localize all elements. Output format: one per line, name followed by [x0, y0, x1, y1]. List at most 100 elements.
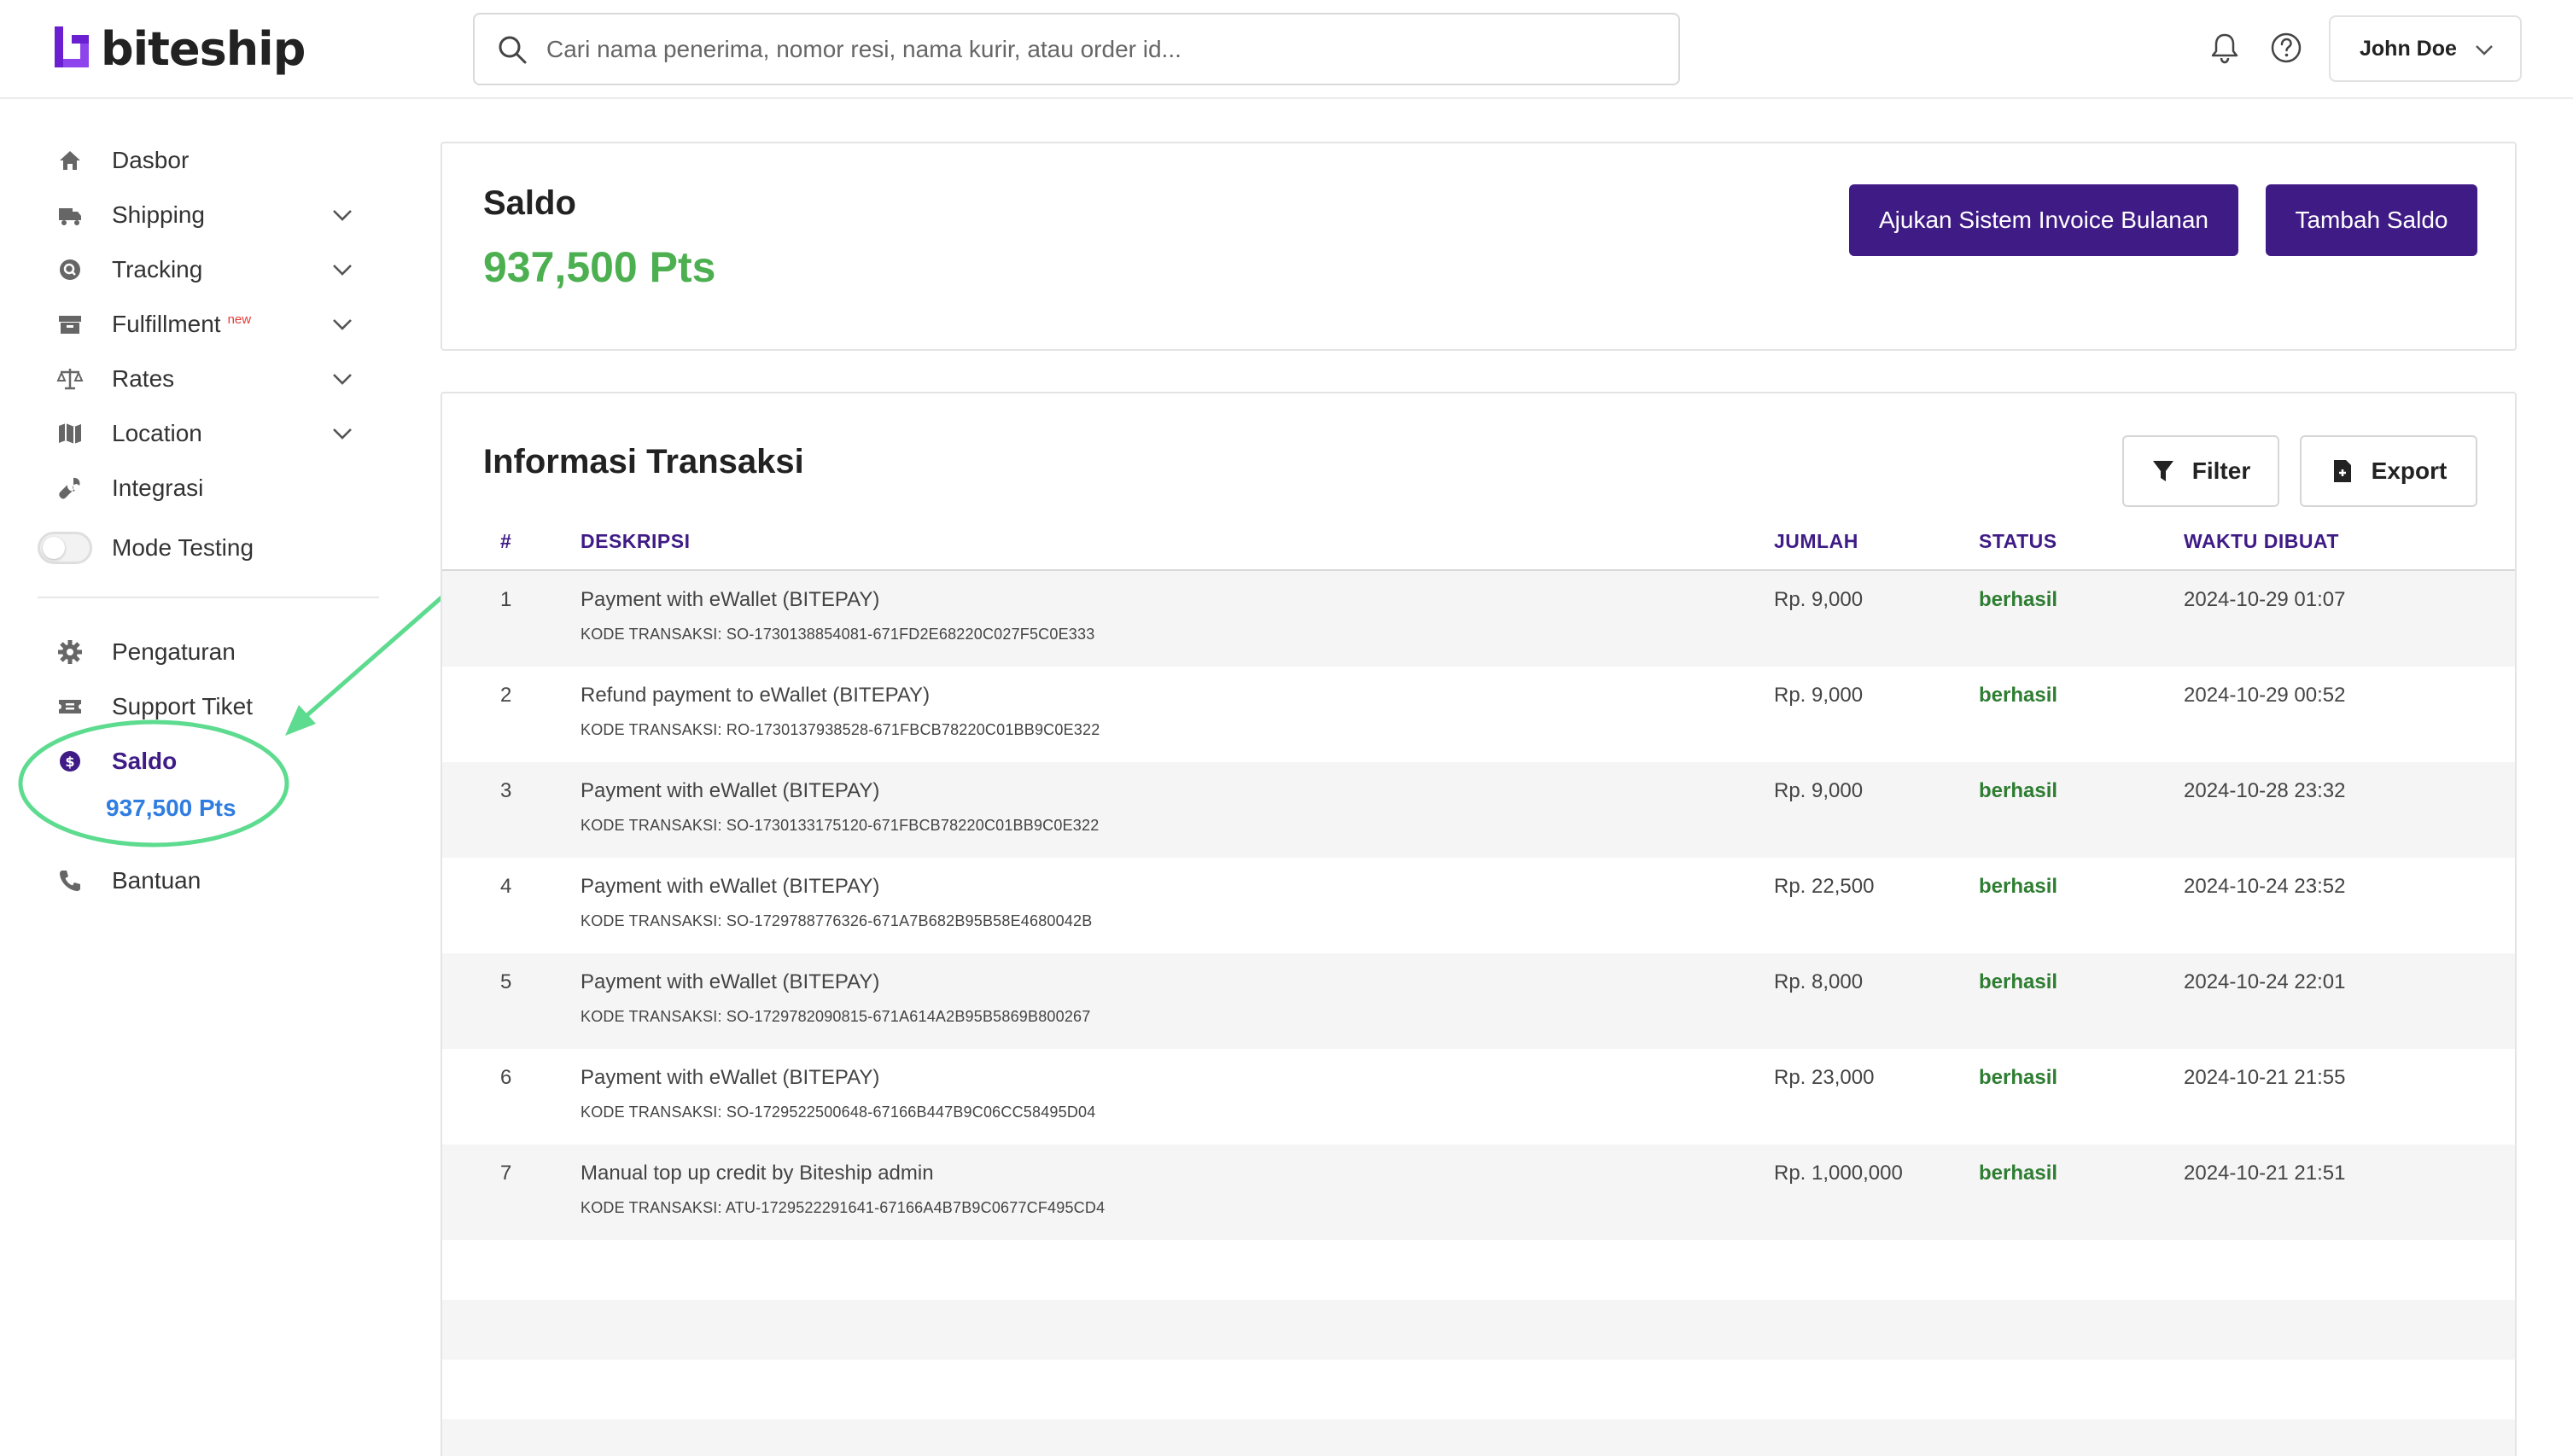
row-description: Payment with eWallet (BITEPAY)	[581, 779, 880, 802]
search-bar[interactable]	[473, 13, 1680, 85]
empty-table-row	[442, 1419, 2515, 1456]
archive-icon	[59, 316, 81, 334]
table-row[interactable]: 6 Payment with eWallet (BITEPAY) KODE TR…	[442, 1049, 2515, 1144]
dollar-icon: $	[60, 751, 80, 772]
scale-icon	[56, 369, 84, 390]
table-row[interactable]: 1 Payment with eWallet (BITEPAY) KODE TR…	[442, 571, 2515, 667]
wrench-icon	[59, 477, 80, 499]
column-header-created-time: WAKTU DIBUAT	[2184, 530, 2339, 552]
truck-icon	[59, 208, 81, 225]
sidebar-item-label: Dasbor	[112, 147, 190, 173]
search-input[interactable]	[546, 35, 1656, 63]
table-row[interactable]: 5 Payment with eWallet (BITEPAY) KODE TR…	[442, 953, 2515, 1049]
empty-table-row	[442, 1240, 2515, 1300]
row-number: 1	[500, 588, 512, 611]
row-status: berhasil	[1979, 1162, 2058, 1185]
chevron-down-icon[interactable]	[331, 371, 353, 387]
add-balance-button[interactable]: Tambah Saldo	[2266, 184, 2477, 256]
table-row[interactable]: 3 Payment with eWallet (BITEPAY) KODE TR…	[442, 762, 2515, 858]
row-created-time: 2024-10-24 23:52	[2184, 875, 2346, 898]
sidebar-item-label: Support Tiket	[112, 693, 253, 719]
transactions-card: Informasi Transaksi Filter Export # DESK…	[441, 392, 2517, 1456]
row-amount: Rp. 22,500	[1774, 875, 1875, 898]
chevron-down-icon[interactable]	[331, 262, 353, 277]
sidebar-item-rates[interactable]: Rates	[0, 353, 384, 405]
ticket-icon	[59, 700, 81, 713]
sidebar-item-label: Integrasi	[112, 475, 204, 501]
column-header-amount: JUMLAH	[1774, 530, 1858, 552]
row-transaction-code: KODE TRANSAKSI: RO-1730137938528-671FBCB…	[581, 721, 1100, 738]
row-description: Payment with eWallet (BITEPAY)	[581, 970, 880, 993]
user-menu-button[interactable]: John Doe	[2329, 15, 2522, 82]
row-amount: Rp. 9,000	[1774, 588, 1864, 611]
row-number: 7	[500, 1162, 512, 1185]
row-status: berhasil	[1979, 1066, 2058, 1089]
chevron-down-icon[interactable]	[331, 207, 353, 223]
row-amount: Rp. 23,000	[1774, 1066, 1875, 1089]
sidebar-item-fulfillment[interactable]: Fulfillment new	[0, 299, 384, 350]
sidebar-item-label: Mode Testing	[112, 534, 254, 561]
sidebar-item-mode-testing[interactable]: Mode Testing	[0, 522, 384, 574]
sidebar-item-dasbor[interactable]: Dasbor	[0, 135, 384, 186]
balance-card: Saldo 937,500 Pts Ajukan Sistem Invoice …	[441, 142, 2517, 351]
column-header-status: STATUS	[1979, 530, 2057, 552]
sidebar-divider	[38, 597, 379, 598]
gear-icon	[58, 640, 82, 664]
export-label: Export	[2371, 457, 2448, 484]
row-number: 2	[500, 684, 512, 707]
sidebar-item-bantuan[interactable]: Bantuan	[0, 855, 384, 906]
sidebar-item-label: Rates	[112, 365, 175, 392]
row-number: 4	[500, 875, 512, 898]
sidebar-item-integrasi[interactable]: Integrasi	[0, 463, 384, 514]
brand-name: biteship	[101, 21, 306, 76]
search-icon	[499, 36, 527, 63]
svg-text:$: $	[65, 754, 74, 770]
sidebar-item-pengaturan[interactable]: Pengaturan	[0, 626, 384, 678]
empty-table-row	[442, 1300, 2515, 1360]
sidebar-item-label: Fulfillment new	[112, 311, 252, 337]
chevron-down-icon[interactable]	[331, 426, 353, 441]
request-invoice-button[interactable]: Ajukan Sistem Invoice Bulanan	[1849, 184, 2238, 256]
home-icon	[60, 151, 80, 170]
row-created-time: 2024-10-24 22:01	[2184, 970, 2346, 993]
row-status: berhasil	[1979, 684, 2058, 707]
sidebar-item-saldo[interactable]: $ Saldo	[0, 736, 384, 787]
export-button[interactable]: Export	[2300, 435, 2477, 507]
chevron-down-icon[interactable]	[331, 317, 353, 332]
tracking-icon	[60, 259, 80, 280]
row-status: berhasil	[1979, 779, 2058, 802]
sidebar-item-tracking[interactable]: Tracking	[0, 244, 384, 295]
sidebar-item-label: Shipping	[112, 201, 205, 228]
row-transaction-code: KODE TRANSAKSI: SO-1730138854081-671FD2E…	[581, 626, 1095, 643]
row-created-time: 2024-10-29 00:52	[2184, 684, 2346, 707]
table-header-divider	[442, 569, 2515, 571]
mode-testing-toggle[interactable]	[38, 532, 92, 564]
row-transaction-code: KODE TRANSAKSI: SO-1729522500648-67166B4…	[581, 1104, 1096, 1121]
row-description: Manual top up credit by Biteship admin	[581, 1162, 934, 1185]
row-transaction-code: KODE TRANSAKSI: ATU-1729522291641-67166A…	[581, 1199, 1106, 1216]
table-row[interactable]: 4 Payment with eWallet (BITEPAY) KODE TR…	[442, 858, 2515, 953]
export-file-icon	[2333, 460, 2351, 482]
row-description: Payment with eWallet (BITEPAY)	[581, 875, 880, 898]
row-transaction-code: KODE TRANSAKSI: SO-1730133175120-671FBCB…	[581, 817, 1100, 834]
row-created-time: 2024-10-21 21:55	[2184, 1066, 2346, 1089]
table-row[interactable]: 2 Refund payment to eWallet (BITEPAY) KO…	[442, 667, 2515, 762]
sidebar-item-label: Saldo	[112, 748, 178, 774]
sidebar-item-shipping[interactable]: Shipping	[0, 189, 384, 241]
row-amount: Rp. 8,000	[1774, 970, 1864, 993]
phone-icon	[60, 871, 80, 891]
sidebar-item-support-tiket[interactable]: Support Tiket	[0, 681, 384, 732]
new-badge: new	[227, 312, 252, 327]
table-row[interactable]: 7 Manual top up credit by Biteship admin…	[442, 1144, 2515, 1240]
row-amount: Rp. 9,000	[1774, 779, 1864, 802]
row-created-time: 2024-10-29 01:07	[2184, 588, 2346, 611]
biteship-logo-icon	[55, 26, 89, 67]
biteship-logo[interactable]: biteship	[51, 21, 306, 76]
transactions-title: Informasi Transaksi	[483, 443, 804, 480]
sidebar-item-location[interactable]: Location	[0, 408, 384, 459]
bell-icon[interactable]	[2208, 31, 2242, 65]
row-number: 3	[500, 779, 512, 802]
filter-button[interactable]: Filter	[2122, 435, 2279, 507]
help-icon[interactable]	[2269, 31, 2303, 65]
column-header-description: DESKRIPSI	[581, 530, 691, 552]
